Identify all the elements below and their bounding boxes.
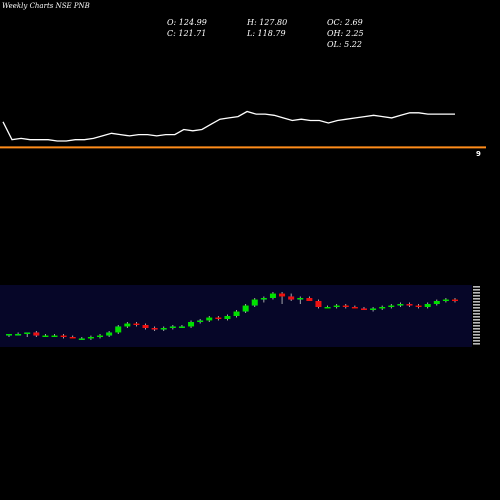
candle-body — [406, 304, 413, 306]
candle-body — [333, 305, 340, 307]
candle-body — [188, 322, 195, 327]
axis-tick — [473, 322, 480, 324]
candle-body — [15, 334, 22, 336]
candle-body — [24, 332, 31, 334]
ol-value: OL: 5.22 — [327, 40, 362, 49]
candle-body — [360, 308, 367, 310]
candle-body — [60, 335, 67, 337]
candle-body — [351, 307, 358, 309]
candle-body — [78, 338, 85, 340]
candle-body — [388, 305, 395, 307]
candle-body — [42, 335, 49, 337]
line-marker-label: 9 — [476, 150, 481, 158]
candle-body — [324, 307, 331, 309]
oh-value: OH: 2.25 — [327, 29, 364, 38]
axis-tick — [473, 343, 480, 345]
candle-body — [306, 298, 313, 301]
axis-tick — [473, 307, 480, 309]
axis-tick — [473, 310, 480, 312]
candle-body — [142, 325, 149, 328]
axis-tick — [473, 334, 480, 336]
candle-body — [160, 328, 167, 330]
candle-body — [269, 293, 276, 298]
candle-body — [51, 335, 58, 337]
candle-body — [251, 299, 258, 306]
axis-tick — [473, 292, 480, 294]
candle-body — [124, 323, 131, 327]
axis-tick — [473, 304, 480, 306]
axis-tick — [473, 340, 480, 342]
candle-body — [233, 311, 240, 316]
axis-tick — [473, 319, 480, 321]
candle-body — [115, 326, 122, 333]
axis-tick — [473, 298, 480, 300]
axis-tick — [473, 313, 480, 315]
candle-body — [452, 299, 458, 301]
candle-body — [151, 328, 158, 330]
axis-tick — [473, 295, 480, 297]
candle-body — [169, 326, 176, 328]
candle-body — [206, 317, 213, 321]
high-value: H: 127.80 — [247, 18, 288, 27]
low-value: L: 118.79 — [247, 29, 286, 38]
axis-tick — [473, 301, 480, 303]
candle-body — [97, 335, 104, 337]
axis-tick — [473, 289, 480, 291]
candle-body — [397, 304, 404, 306]
close-value: C: 121.71 — [167, 29, 207, 38]
chart-title: Weekly Charts NSE PNB — [2, 2, 90, 10]
candle-body — [215, 317, 222, 319]
candle-body — [106, 332, 113, 336]
candle-body — [224, 316, 231, 319]
candle-body — [242, 305, 249, 312]
candle-body — [133, 323, 140, 325]
candle-body — [260, 298, 267, 300]
axis-tick — [473, 316, 480, 318]
candle-body — [33, 332, 40, 336]
axis-tick — [473, 325, 480, 327]
candle-body — [442, 299, 449, 301]
candle-body — [279, 293, 286, 297]
oc-value: OC: 2.69 — [327, 18, 363, 27]
axis-tick — [473, 331, 480, 333]
candle-body — [6, 334, 12, 336]
candle-body — [297, 298, 304, 300]
candle-body — [370, 308, 377, 310]
price-line — [2, 110, 455, 142]
candle-body — [424, 304, 431, 307]
candle-body — [433, 301, 440, 304]
candle-body — [87, 337, 94, 339]
candle-body — [379, 307, 386, 309]
axis-tick — [473, 328, 480, 330]
candle-body — [315, 301, 322, 307]
candle-body — [342, 305, 349, 307]
candle-body — [69, 337, 76, 339]
axis-tick — [473, 337, 480, 339]
candle-body — [197, 320, 204, 322]
candle-body — [288, 296, 295, 300]
candle-body — [178, 326, 185, 328]
open-value: O: 124.99 — [167, 18, 207, 27]
candle-body — [415, 305, 422, 307]
axis-tick — [473, 286, 480, 288]
